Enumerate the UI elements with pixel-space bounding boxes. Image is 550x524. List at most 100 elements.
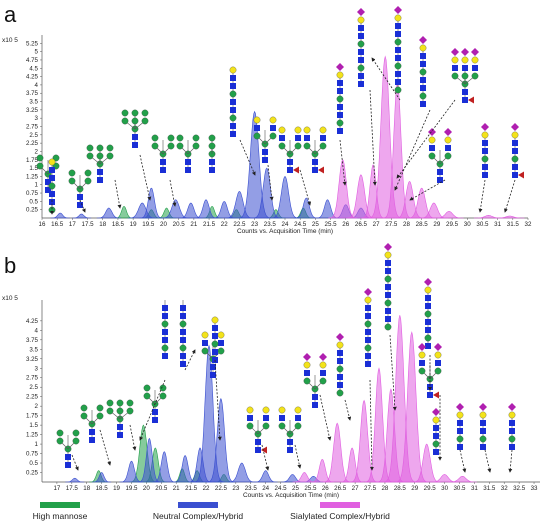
mannose-circle-icon: [319, 377, 327, 385]
y-tick-label: 3.75: [26, 90, 39, 97]
galactose-circle-icon: [269, 116, 277, 124]
y-tick-label: 0.5: [29, 460, 38, 467]
glcnac-square-icon: [212, 349, 218, 355]
glcnac-square-icon: [420, 77, 426, 83]
sialic-acid-diamond-icon: [364, 288, 372, 296]
mannose-circle-icon: [161, 320, 169, 328]
mannose-circle-icon: [434, 367, 442, 375]
x-tick-label: 20: [160, 221, 167, 228]
galactose-circle-icon: [451, 56, 459, 64]
y-tick-label: 2: [35, 403, 39, 410]
annotation-arrow: [267, 164, 274, 201]
sialic-acid-diamond-icon: [434, 343, 442, 351]
x-tick-label: 17.5: [66, 485, 79, 492]
peak-neutral: [139, 187, 164, 219]
peak-neutral: [92, 472, 112, 483]
sialic-acid-diamond-icon: [336, 333, 344, 341]
peak-neutral: [227, 462, 257, 483]
x-tick-label: 28.5: [394, 485, 407, 492]
y-tick-label: 2.5: [29, 384, 38, 391]
galactose-circle-icon: [319, 361, 327, 369]
mannose-circle-icon: [179, 320, 187, 328]
y-tick-label: 4.75: [26, 57, 39, 64]
x-tick-label: 20.5: [173, 221, 186, 228]
glcnac-square-icon: [185, 167, 191, 173]
x-tick-label: 27: [352, 485, 359, 492]
glcnac-square-icon: [117, 432, 123, 438]
glcnac-square-icon: [337, 88, 343, 94]
x-tick-label: 30.5: [453, 485, 466, 492]
sialic-acid-diamond-icon: [336, 63, 344, 71]
glcnac-square-icon: [337, 358, 343, 364]
glcnac-square-icon: [304, 370, 310, 376]
mannose-circle-icon: [444, 152, 452, 160]
peak-neutral: [294, 197, 319, 219]
glcnac-square-icon: [437, 169, 443, 175]
sialic-acid-diamond-icon: [451, 48, 459, 56]
glcnac-square-icon: [462, 97, 468, 103]
mannose-circle-icon: [96, 152, 104, 160]
x-tick-label: 26: [342, 221, 349, 228]
mannose-circle-icon: [96, 412, 104, 420]
mannose-circle-icon: [294, 142, 302, 150]
mannose-circle-icon: [364, 320, 372, 328]
mannose-circle-icon: [384, 275, 392, 283]
sialic-acid-diamond-icon: [432, 408, 440, 416]
glcnac-square-icon: [462, 65, 468, 71]
glcnac-square-icon: [212, 325, 218, 331]
glcnac-square-icon: [395, 79, 401, 85]
x-tick-label: 26.5: [334, 485, 347, 492]
y-tick-label: 4.25: [26, 318, 39, 325]
glcnac-square-icon: [255, 439, 261, 445]
mannose-circle-icon: [176, 134, 184, 142]
glcnac-square-icon: [337, 80, 343, 86]
glcnac-square-icon: [365, 353, 371, 359]
glcnac-square-icon: [132, 134, 138, 140]
x-tick-label: 30.5: [476, 221, 489, 228]
glcnac-square-icon: [395, 31, 401, 37]
glcnac-square-icon: [287, 439, 293, 445]
y-tick-label: 1.25: [26, 173, 39, 180]
annotation-arrow: [396, 99, 456, 179]
annotation-arrow: [459, 449, 467, 473]
glcnac-square-icon: [395, 47, 401, 53]
sialic-acid-diamond-icon: [428, 128, 436, 136]
galactose-circle-icon: [336, 71, 344, 79]
mannose-circle-icon: [303, 142, 311, 150]
glcnac-square-icon: [77, 202, 83, 208]
mannose-circle-icon: [481, 155, 489, 163]
chart-panel-a: x10 5 0.25 0.50.751 1.251.51.75 22.252.52.75…: [2, 35, 532, 235]
glcnac-square-icon: [337, 128, 343, 134]
galactose-circle-icon: [444, 136, 452, 144]
peak-high_mannose: [114, 206, 134, 219]
x-tick-label: 24: [262, 485, 269, 492]
glcnac-square-icon: [255, 447, 261, 453]
fucose-triangle-icon: [518, 171, 524, 179]
annotation-arrow: [294, 444, 302, 469]
galactose-circle-icon: [418, 351, 426, 359]
mannose-circle-icon: [461, 72, 469, 80]
galactose-circle-icon: [471, 56, 479, 64]
legend-label-high_mannose: High mannose: [33, 511, 88, 521]
x-tick-label: 30: [441, 485, 448, 492]
sialic-acid-diamond-icon: [394, 6, 402, 14]
glcnac-square-icon: [45, 179, 51, 185]
glcnac-square-icon: [420, 101, 426, 107]
sialic-acid-diamond-icon: [303, 353, 311, 361]
galactose-circle-icon: [394, 14, 402, 22]
glcnac-square-icon: [230, 131, 236, 137]
x-tick-label: 18: [99, 221, 106, 228]
glcnac-square-icon: [365, 329, 371, 335]
y-tick-label: 3.5: [29, 346, 38, 353]
glcnac-square-icon: [209, 159, 215, 165]
annotation-arrow: [299, 169, 312, 206]
y-tick-label: 3.75: [26, 337, 39, 344]
x-tick-label: 23: [251, 221, 258, 228]
fucose-triangle-icon: [468, 96, 474, 104]
glcnac-square-icon: [247, 415, 253, 421]
mannose-circle-icon: [211, 340, 219, 348]
fucose-triangle-icon: [433, 391, 439, 399]
glcnac-square-icon: [312, 159, 318, 165]
mannose-circle-icon: [451, 72, 459, 80]
